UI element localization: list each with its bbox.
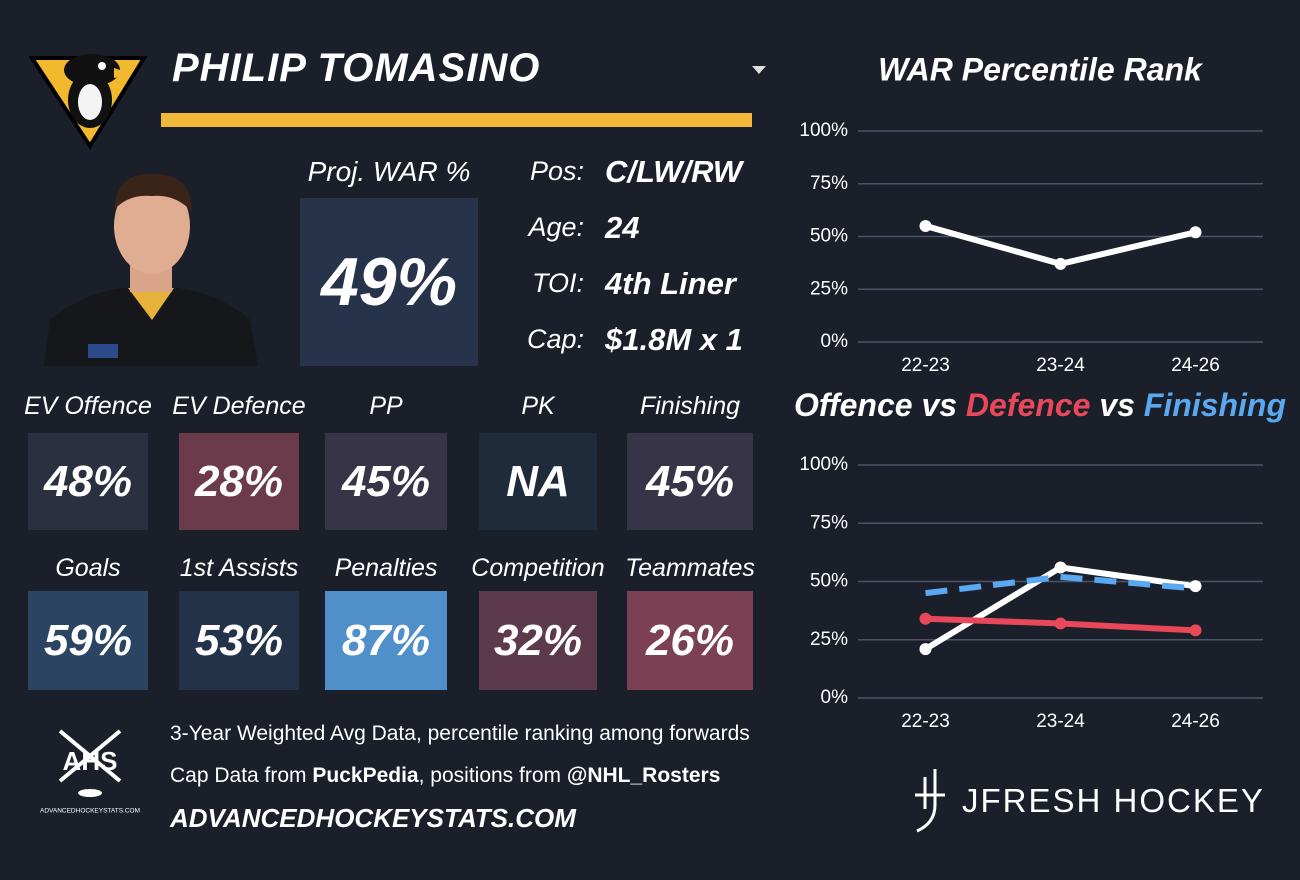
field-value: 4th Liner [605,266,736,301]
point [1189,624,1202,637]
tile-label: Goals [55,554,121,582]
proj-label: Proj. WAR % [307,156,471,187]
tile-label: Finishing [639,392,741,420]
x-tick-label: 23-24 [1036,711,1085,732]
ahs-logo: AHS ADVANCEDHOCKEYSTATS.COM [40,729,140,815]
footer-note: 3-Year Weighted Avg Data, percentile ran… [170,722,750,745]
title-joiner: vs [913,387,957,423]
tile-label: PK [521,392,555,420]
y-tick-label: 100% [799,120,848,141]
point [919,612,932,625]
tile-label: PP [369,392,403,420]
y-tick-label: 25% [810,278,848,299]
tile-value: 53% [179,591,299,690]
tile-value: 26% [627,591,753,690]
tile-value: 48% [28,433,148,530]
x-tick-label: 22-23 [901,711,950,732]
y-tick-label: 75% [810,512,848,533]
title-joiner: vs [1090,387,1134,423]
jfresh-text: JFRESH HOCKEY [962,782,1265,819]
footer-source: PuckPedia [312,764,419,787]
x-tick-label: 22-23 [901,355,950,376]
team-logo [28,54,148,150]
legend-entry: Defence [966,387,1091,423]
point [1189,226,1202,239]
field-label: Cap: [526,324,584,354]
ahs-text: AHS [63,746,118,776]
point [1054,561,1067,574]
line [925,573,1196,597]
field-label: Age: [528,212,584,242]
field-value: 24 [605,210,640,245]
tile-label: 1st Assists [179,554,299,582]
tile-label: EV Defence [172,392,306,420]
chart-title: Offence vs Defence vs Finishing [794,387,1286,423]
tile-value: NA [479,433,597,530]
x-tick-label: 23-24 [1036,355,1085,376]
footer-text: , positions from [418,764,567,787]
y-tick-label: 100% [799,454,848,475]
tile-value: 45% [627,433,753,530]
footer-text: Cap Data from [170,764,313,787]
y-tick-label: 75% [810,173,848,194]
x-tick-label: 24-26 [1171,355,1220,376]
ahs-site: ADVANCEDHOCKEYSTATS.COM [40,808,140,815]
y-tick-label: 0% [821,687,849,708]
point [1189,580,1202,593]
tile-value: 87% [325,591,447,690]
player-photo [44,173,258,366]
tile-value: 59% [28,591,148,690]
tile-label: Teammates [625,554,755,582]
player-name: PHILIP TOMASINO [172,46,541,90]
dropdown-caret[interactable] [750,64,768,76]
x-tick-label: 24-26 [1171,711,1220,732]
y-tick-label: 25% [810,629,848,650]
footer-cap-line: Cap Data from PuckPedia, positions from … [170,764,720,788]
tile-label: Competition [471,554,605,582]
tile-value: 45% [325,433,447,530]
point [919,219,932,232]
legend-entry: Offence [794,387,913,423]
footer-site: ADVANCEDHOCKEYSTATS.COM [170,803,576,833]
tile-label: EV Offence [24,392,152,420]
field-label: TOI: [531,268,584,298]
point [1054,617,1067,630]
y-tick-label: 50% [810,226,848,247]
jfresh-logo [915,769,945,833]
accent-bar [161,113,752,127]
proj-value: 49% [300,198,478,366]
y-tick-label: 0% [821,331,849,352]
tile-label: Penalties [334,554,438,582]
y-tick-label: 50% [810,571,848,592]
legend-entry: Finishing [1144,387,1286,423]
field-label: Pos: [529,156,584,186]
chart-title: WAR Percentile Rank [878,51,1204,87]
tile-value: 28% [179,433,299,530]
point [919,643,932,656]
field-value: $1.8M x 1 [605,322,743,357]
footer-source: @NHL_Rosters [566,764,721,787]
point [1054,257,1067,270]
tile-value: 32% [479,591,597,690]
field-value: C/LW/RW [605,154,743,189]
